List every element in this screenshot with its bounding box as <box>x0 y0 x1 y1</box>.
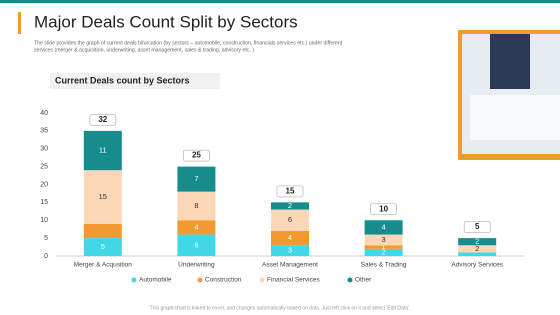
data-label: 3 <box>288 246 292 255</box>
y-tick-label: 30 <box>40 146 48 153</box>
x-tick-label: Underwriting <box>178 262 215 269</box>
data-label: 5 <box>101 242 105 251</box>
legend-label: Automobile <box>139 277 172 284</box>
bar-segment <box>271 230 309 246</box>
y-tick-label: 35 <box>40 128 48 135</box>
legend-swatch <box>131 277 137 283</box>
top-rule <box>0 0 560 3</box>
total-box <box>370 203 398 216</box>
photo <box>458 30 560 160</box>
footer-note: This graph/chart is linked to excel, and… <box>150 305 411 311</box>
photo-papers <box>470 95 560 140</box>
bar-segment <box>177 191 216 221</box>
total-box <box>463 221 491 234</box>
total-label: 15 <box>286 186 295 195</box>
data-label: 4 <box>288 233 292 242</box>
bar-segment <box>83 130 122 171</box>
legend-label: Other <box>355 277 372 284</box>
chart-title: Current Deals count by Sectors <box>55 75 190 85</box>
data-label: 15 <box>99 192 107 201</box>
legend-swatch <box>197 277 203 283</box>
legend-swatch <box>259 277 265 283</box>
bar-segment <box>177 166 216 192</box>
bar-segment <box>271 202 309 210</box>
bar-segment <box>458 245 497 253</box>
total-label: 5 <box>475 222 480 231</box>
total-label: 25 <box>192 151 201 160</box>
bar-segment <box>271 209 309 231</box>
y-tick-label: 40 <box>40 110 48 117</box>
description: The slide provides the graph of current … <box>34 40 343 46</box>
data-label: 2 <box>288 201 292 210</box>
data-label: 2 <box>475 244 479 253</box>
data-label: 8 <box>194 201 198 210</box>
y-tick-label: 20 <box>40 181 48 188</box>
data-label: 7 <box>194 174 198 183</box>
title-accent <box>18 12 21 34</box>
data-label: 11 <box>99 146 107 155</box>
bar-segment <box>177 220 216 235</box>
data-label: 2 <box>382 247 386 256</box>
slide-title: Major Deals Count Split by Sectors <box>34 12 298 31</box>
data-label: 4 <box>194 222 198 231</box>
chart-title-box <box>50 73 220 89</box>
x-tick-label: Advisory Services <box>451 262 503 269</box>
y-tick-label: 10 <box>40 217 48 224</box>
bar-segment <box>271 245 309 256</box>
bar-segment <box>83 223 122 239</box>
data-label: 1 <box>382 242 386 251</box>
bar-segment <box>364 248 403 256</box>
data-label: 3 <box>382 235 386 244</box>
y-tick-label: 25 <box>40 163 48 170</box>
total-label: 10 <box>379 204 388 213</box>
bar-segment <box>83 170 122 224</box>
bar-segment <box>458 252 497 256</box>
bar-segment <box>83 238 122 256</box>
legend-label: Financial Services <box>267 277 320 284</box>
total-box <box>182 149 210 162</box>
bar-segment <box>364 220 403 235</box>
x-tick-label: Sales & Trading <box>361 262 407 269</box>
total-label: 32 <box>98 115 107 124</box>
bar-segment <box>458 238 497 246</box>
bar-segment <box>364 245 403 249</box>
legend-label: Construction <box>205 277 242 284</box>
description: services (merger & acquisition, underwri… <box>34 47 254 53</box>
total-box <box>276 185 304 198</box>
y-tick-label: 15 <box>40 199 48 206</box>
data-label: 6 <box>194 240 198 249</box>
bar-segment <box>364 234 403 246</box>
y-tick-label: 5 <box>44 235 48 242</box>
x-tick-label: Asset Management <box>262 262 318 269</box>
data-label: 6 <box>288 215 292 224</box>
data-label: 2 <box>475 237 479 246</box>
data-label: 4 <box>382 222 386 231</box>
total-box <box>89 113 117 126</box>
y-tick-label: 0 <box>44 253 48 260</box>
bar-segment <box>177 234 216 256</box>
legend-swatch <box>347 277 353 283</box>
x-tick-label: Merger & Acqusition <box>74 262 133 269</box>
photo-figure <box>490 34 530 89</box>
